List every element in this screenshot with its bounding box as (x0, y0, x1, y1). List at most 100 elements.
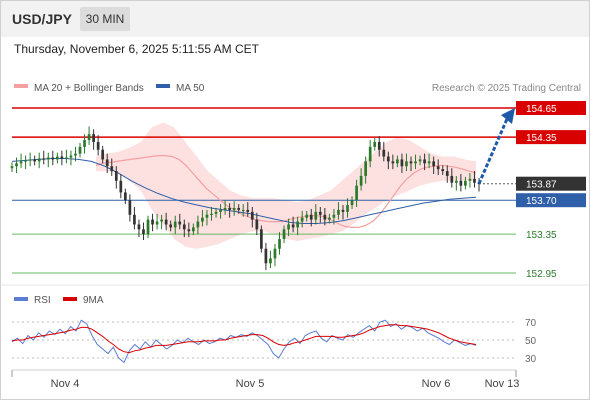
candle-body (15, 163, 18, 167)
bollinger-band (96, 122, 476, 249)
candle-body (323, 214, 327, 220)
candle-body (337, 209, 340, 215)
candle-body (405, 161, 408, 167)
candle-body (305, 214, 309, 218)
projection-arrow (477, 118, 509, 185)
candle-body (423, 159, 426, 164)
candle-body (468, 178, 472, 181)
ma50-legend-label: MA 50 (176, 83, 205, 94)
ma20-legend-swatch (14, 84, 28, 88)
candle-body (473, 178, 476, 183)
candle-body (178, 221, 182, 225)
candle-body (128, 200, 132, 215)
ma9-legend-swatch (63, 297, 77, 301)
candle-body (409, 161, 413, 164)
candle-body (219, 209, 222, 212)
candle-body (65, 157, 68, 159)
level-label: 153.70 (526, 196, 557, 207)
candle-body (24, 160, 27, 162)
candle-body (155, 221, 159, 225)
candle-body (146, 219, 150, 235)
candle-body (101, 149, 105, 160)
candle-body (28, 159, 32, 161)
candle-body (278, 239, 281, 249)
candle-body (69, 155, 73, 158)
level-label: 152.95 (526, 269, 557, 280)
candle-body (105, 159, 109, 167)
level-tag (516, 193, 586, 208)
price-chart: 154.65 154.35 153.87 153.70 153.35 152.95 (10, 101, 586, 280)
candle-body (83, 140, 86, 147)
candle-body (187, 229, 191, 232)
candle-body (173, 221, 177, 228)
level-label: 154.35 (526, 133, 557, 144)
rsi-legend-label: RSI (34, 295, 51, 306)
candle-body (318, 211, 322, 215)
candle-body (151, 219, 154, 225)
candle-body (223, 207, 227, 210)
candle-body (255, 219, 259, 230)
candle-body (60, 156, 64, 159)
candle-body (232, 207, 236, 210)
ma20-legend-label: MA 20 + Bollinger Bands (34, 83, 144, 94)
candle-body (296, 221, 299, 228)
candle-body (119, 180, 123, 193)
credit-label: Research © 2025 Trading Central (432, 83, 581, 94)
candle-body (436, 166, 440, 170)
level-tag (516, 101, 586, 115)
timeframe-button[interactable]: 30 MIN (80, 7, 130, 31)
ma50-line (11, 158, 477, 224)
candle-body (124, 192, 127, 201)
level-label: 153.87 (526, 180, 557, 191)
candle-body (350, 200, 354, 206)
x-tick-label: Nov 13 (485, 378, 520, 390)
candle-body (386, 156, 390, 162)
candle-body (241, 209, 245, 212)
rsi-tick-label: 30 (525, 354, 537, 365)
level-tag (516, 176, 586, 191)
candle-body (92, 134, 95, 142)
level-tag (516, 130, 586, 145)
candle-body (87, 134, 91, 141)
candle-body (346, 205, 349, 212)
candle-body (368, 146, 372, 162)
rsi-tick-label: 70 (525, 318, 537, 329)
candle-body (237, 207, 241, 210)
candle-body (391, 161, 395, 164)
candle-body (55, 156, 59, 160)
candle-body (454, 180, 458, 183)
candle-body (287, 224, 290, 230)
candle-body (33, 159, 37, 162)
candle-body (201, 217, 204, 222)
candle-body (418, 159, 422, 162)
candle-body (459, 180, 463, 186)
candle-body (273, 248, 277, 259)
top-bar: USD/JPY 30 MIN (1, 1, 589, 37)
candle-body (359, 175, 363, 186)
candle-body (432, 161, 436, 167)
candle-body (309, 214, 313, 220)
candle-body (19, 161, 23, 164)
candle-body (228, 207, 231, 210)
symbol-label: USD/JPY (12, 11, 72, 27)
rsi-tick-label: 50 (525, 336, 537, 347)
candle-body (373, 141, 377, 147)
candle-body (210, 213, 213, 215)
candle-body (114, 171, 118, 181)
candle-body (355, 185, 358, 201)
candle-body (314, 211, 318, 220)
candle-body (42, 158, 46, 160)
candle-body (341, 209, 345, 212)
candle-body (164, 219, 168, 225)
candle-body (282, 229, 286, 240)
candle-body (441, 169, 445, 172)
rsi-chart: 70 50 30 (11, 318, 537, 365)
candle-body (137, 224, 141, 230)
candle-body (400, 159, 404, 167)
candle-body (46, 157, 50, 160)
ma50-legend-swatch (156, 84, 170, 88)
candle-body (78, 146, 82, 154)
candle-body (364, 161, 367, 176)
